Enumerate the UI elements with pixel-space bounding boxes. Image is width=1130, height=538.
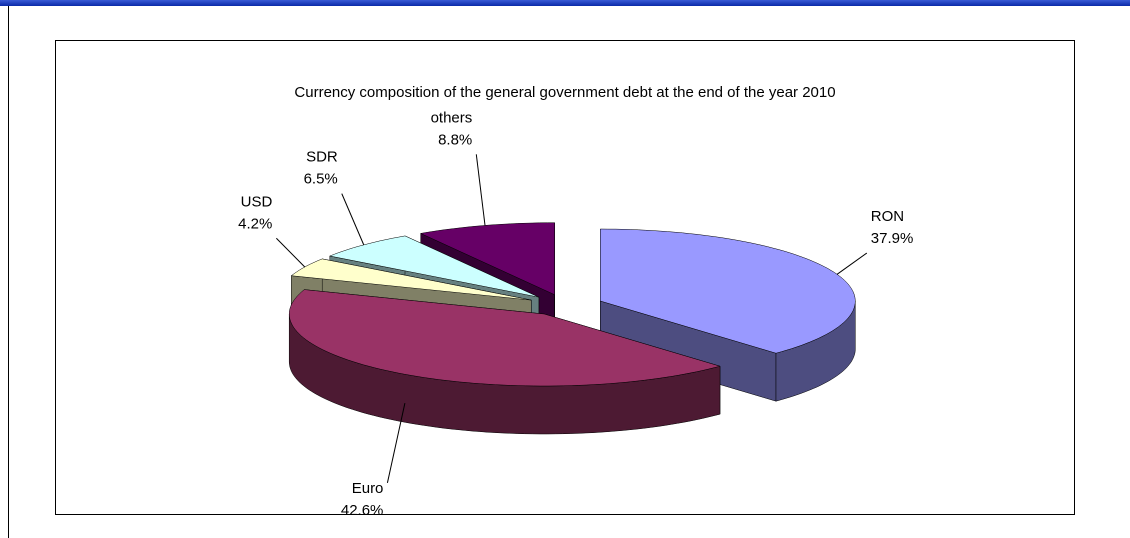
- leader-line: [475, 154, 486, 226]
- pie-slice: [289, 289, 721, 387]
- chart-title: Currency composition of the general gove…: [294, 84, 836, 101]
- chart-frame: [55, 40, 1075, 515]
- left-border: [8, 6, 9, 538]
- slice-label: RON: [871, 208, 904, 225]
- slice-value-label: 8.8%: [438, 131, 472, 148]
- slice-value-label: 4.2%: [238, 215, 272, 232]
- leader-line: [836, 252, 868, 275]
- slice-label: Euro: [352, 480, 384, 497]
- leader-line: [386, 402, 406, 483]
- top-bar: [0, 0, 1130, 6]
- slice-value-label: 37.9%: [871, 230, 914, 247]
- pie-slice: [328, 235, 540, 298]
- slice-value-label: 42.6%: [341, 502, 384, 519]
- leader-line: [341, 193, 365, 246]
- slice-label: SDR: [306, 149, 338, 166]
- slice-label: others: [431, 109, 473, 126]
- slice-label: USD: [241, 193, 273, 210]
- slice-value-label: 6.5%: [304, 171, 338, 188]
- leader-line: [276, 237, 306, 268]
